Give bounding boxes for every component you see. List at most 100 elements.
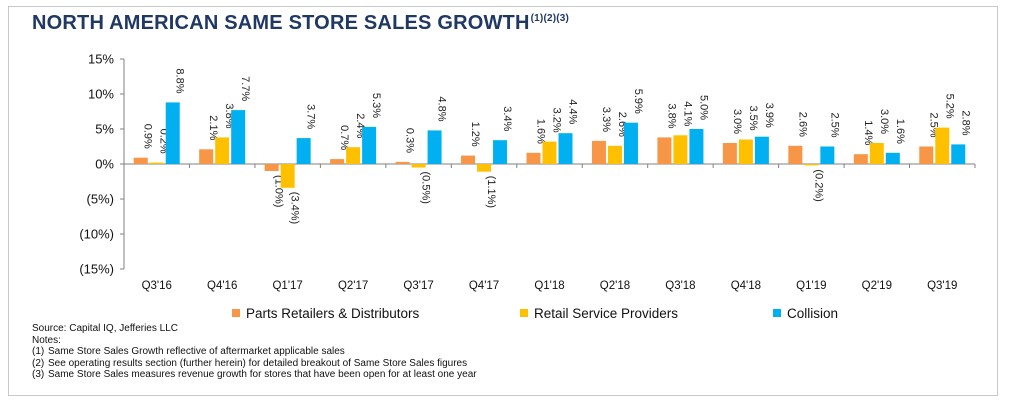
legend-label: Collision [787, 306, 838, 321]
y-tick-label: 5% [95, 122, 114, 137]
bar-parts [591, 140, 606, 164]
note-item-2: (2) See operating results section (furthe… [32, 358, 477, 370]
bar-collision [362, 126, 377, 164]
data-label: (3.4%) [289, 192, 301, 224]
bar-retail [804, 164, 819, 166]
data-label: 3.7% [305, 104, 317, 129]
bar-parts [199, 149, 214, 164]
bar-parts [461, 155, 476, 164]
x-tick-label: Q4'16 [207, 280, 237, 292]
bar-collision [296, 138, 311, 164]
data-label: 5.3% [370, 93, 382, 118]
bar-collision [754, 136, 769, 164]
data-label: 0.3% [404, 128, 416, 153]
bar-retail [738, 139, 753, 164]
note-text: See operating results section (further h… [48, 357, 468, 369]
notes-heading: Notes: [32, 334, 61, 346]
bar-collision [885, 152, 900, 164]
y-tick-label: (10%) [79, 227, 114, 242]
data-label: 4.1% [681, 101, 693, 126]
data-label: (1.1%) [485, 176, 497, 208]
bar-retail [346, 147, 361, 164]
data-label: 8.8% [174, 68, 186, 93]
x-tick-label: Q4'18 [731, 280, 761, 292]
data-label: 3.5% [747, 106, 759, 131]
bar-retail [477, 164, 492, 172]
bar-retail [411, 164, 426, 168]
x-tick-label: Q1'18 [534, 280, 564, 292]
x-tick-label: Q2'17 [338, 280, 368, 292]
y-tick-label: 15% [88, 52, 114, 67]
data-label: 1.2% [469, 122, 481, 147]
y-tick-label: (5%) [87, 192, 114, 207]
data-label: 1.6% [894, 119, 906, 144]
bar-retail [149, 162, 164, 164]
bar-collision [231, 110, 246, 164]
data-label: 3.3% [600, 107, 612, 132]
note-text: Same Store Sales Growth reflective of af… [48, 346, 345, 358]
bar-retail [673, 135, 688, 164]
data-label: 2.5% [828, 113, 840, 138]
bar-parts [853, 154, 868, 164]
x-tick-label: Q3'18 [665, 280, 695, 292]
notes-block: Source: Capital IQ, Jefferies LLC Notes:… [32, 323, 477, 381]
data-label: 5.9% [632, 89, 644, 114]
bar-retail [869, 143, 884, 164]
bar-collision [820, 146, 835, 164]
bar-collision [165, 102, 180, 164]
bar-collision [623, 122, 638, 164]
note-item-1: (1) Same Store Sales Growth reflective of… [32, 346, 477, 358]
x-tick-label: Q2'18 [600, 280, 630, 292]
data-label: 3.0% [731, 109, 743, 134]
bar-parts [264, 164, 279, 171]
chart-title: NORTH AMERICAN SAME STORE SALES GROWTH(1… [32, 12, 569, 35]
bar-collision [689, 129, 704, 164]
data-label: 1.6% [535, 119, 547, 144]
legend-swatch [520, 309, 528, 317]
data-label: 7.7% [239, 76, 251, 101]
data-label: 5.2% [943, 94, 955, 119]
data-label: 3.2% [551, 108, 563, 133]
data-label: 2.1% [207, 115, 219, 140]
x-tick-label: Q3'19 [927, 280, 957, 292]
bar-parts [722, 143, 737, 164]
data-label: 1.4% [862, 120, 874, 145]
note-number: (2) [32, 357, 45, 369]
note-number: (1) [32, 346, 45, 358]
chart-frame [8, 6, 998, 396]
data-label: 3.9% [763, 103, 775, 128]
note-number: (3) [32, 369, 45, 381]
x-tick-label: Q1'19 [796, 280, 826, 292]
y-tick-label: 10% [88, 87, 114, 102]
bar-parts [788, 145, 803, 164]
bar-parts [919, 146, 934, 164]
data-label: (0.2%) [812, 169, 824, 201]
source-note: Source: Capital IQ, Jefferies LLC [32, 323, 178, 334]
legend-swatch [232, 309, 240, 317]
legend-label: Retail Service Providers [534, 306, 678, 321]
data-label: 0.9% [142, 124, 154, 149]
y-tick-label: (15%) [79, 262, 114, 277]
bar-parts [657, 137, 672, 164]
bar-retail [607, 145, 622, 164]
bar-parts [330, 159, 345, 164]
data-label: 4.4% [567, 99, 579, 124]
data-label: 2.8% [959, 110, 971, 135]
bar-retail [542, 141, 557, 164]
x-tick-label: Q3'17 [403, 280, 433, 292]
x-tick-label: Q4'17 [469, 280, 499, 292]
bar-collision [558, 133, 573, 164]
x-tick-label: Q3'16 [142, 280, 172, 292]
bar-parts [395, 161, 410, 164]
bar-collision [951, 144, 966, 164]
bar-retail [935, 127, 950, 164]
data-label: (0.5%) [420, 172, 432, 204]
note-text: Same Store Sales measures revenue growth… [48, 369, 477, 381]
y-tick-label: 0% [95, 157, 114, 172]
data-label: 3.4% [501, 106, 513, 131]
bar-collision [493, 140, 508, 164]
legend-label: Parts Retailers & Distributors [246, 306, 420, 321]
data-label: 0.7% [338, 125, 350, 150]
data-label: 2.6% [796, 112, 808, 137]
